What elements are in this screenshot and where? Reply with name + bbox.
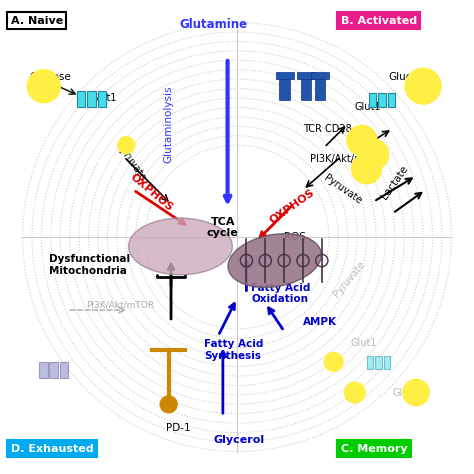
Text: PI3K/Akt/mTOR: PI3K/Akt/mTOR	[310, 154, 384, 164]
Bar	[388, 93, 395, 108]
Bar	[369, 93, 376, 108]
Bar	[297, 72, 315, 79]
Bar	[378, 93, 386, 108]
Text: TCA
cycle: TCA cycle	[207, 217, 239, 238]
Text: AMPK: AMPK	[303, 317, 337, 327]
Text: Dysfunctional
Mitochondria: Dysfunctional Mitochondria	[48, 255, 129, 276]
Text: Glut1: Glut1	[350, 338, 377, 348]
Circle shape	[324, 353, 343, 371]
Text: Glucose: Glucose	[388, 72, 430, 82]
Circle shape	[347, 125, 377, 155]
Text: Pyruvate: Pyruvate	[115, 141, 148, 182]
Text: Glutaminolysis: Glutaminolysis	[164, 85, 173, 163]
Bar	[301, 77, 311, 100]
Text: PD-1: PD-1	[166, 423, 191, 433]
Text: ROS: ROS	[284, 232, 306, 242]
Text: Fatty Acid
Synthesis: Fatty Acid Synthesis	[204, 339, 264, 361]
Text: Glutamine: Glutamine	[179, 18, 247, 31]
Text: Glut1: Glut1	[91, 93, 118, 103]
Bar	[87, 91, 96, 108]
Text: Pyruvate: Pyruvate	[331, 259, 367, 300]
Ellipse shape	[128, 218, 232, 275]
Text: OXPHOS: OXPHOS	[268, 187, 316, 226]
Bar	[315, 77, 325, 100]
Text: C. Memory: C. Memory	[341, 444, 407, 454]
Bar	[98, 91, 106, 108]
Bar	[311, 72, 329, 79]
Circle shape	[345, 382, 365, 403]
Circle shape	[405, 68, 441, 104]
Bar	[383, 356, 390, 369]
Text: Glucose: Glucose	[30, 72, 72, 82]
Text: D. Exhausted: D. Exhausted	[11, 444, 93, 454]
Bar	[39, 362, 47, 378]
Text: Pyruvate: Pyruvate	[322, 173, 363, 207]
Text: Glucose: Glucose	[392, 388, 431, 398]
Bar	[60, 362, 68, 378]
Bar	[375, 356, 382, 369]
Circle shape	[358, 139, 389, 170]
Bar	[366, 356, 373, 369]
Text: Lactate: Lactate	[380, 164, 410, 201]
Bar	[77, 91, 85, 108]
Circle shape	[403, 379, 429, 406]
Bar	[279, 77, 290, 100]
Circle shape	[27, 70, 60, 103]
Circle shape	[118, 137, 135, 154]
Circle shape	[352, 154, 382, 184]
Text: Glut1: Glut1	[355, 102, 381, 112]
Bar	[49, 362, 58, 378]
Text: Fatty Acid
Oxidation: Fatty Acid Oxidation	[251, 283, 310, 304]
Text: OXPHOS: OXPHOS	[128, 172, 175, 213]
Text: A. Naive: A. Naive	[11, 16, 63, 26]
Text: B. Activated: B. Activated	[341, 16, 417, 26]
Circle shape	[160, 396, 177, 413]
Text: TCR CD28: TCR CD28	[303, 124, 352, 134]
Ellipse shape	[228, 234, 321, 287]
Text: PI3K/Akt/mTOR: PI3K/Akt/mTOR	[86, 301, 154, 310]
Text: Glycerol: Glycerol	[213, 435, 264, 445]
Bar	[276, 72, 293, 79]
